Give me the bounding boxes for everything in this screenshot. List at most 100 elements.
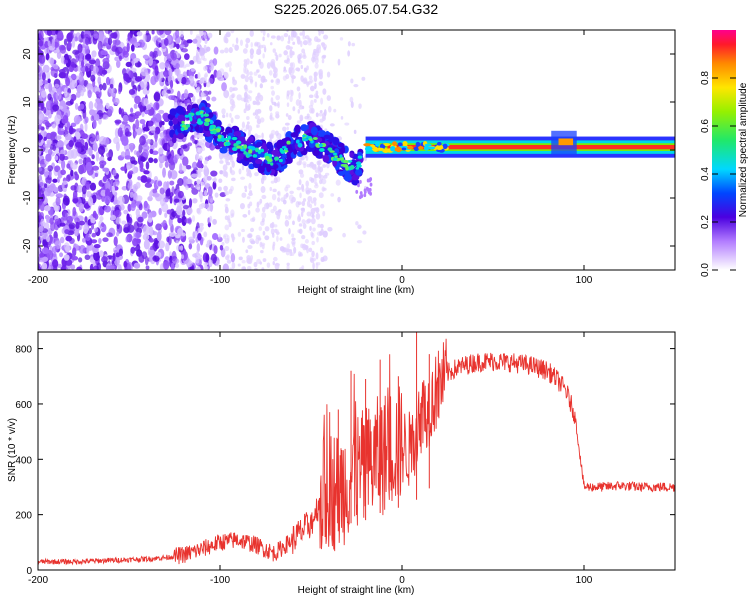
spec-faint-blob xyxy=(256,118,262,125)
spec-faint-blob xyxy=(315,262,319,270)
spec-faint-blob xyxy=(305,180,309,188)
spec-faint-blob xyxy=(302,40,308,46)
spec-faint-blob xyxy=(238,256,243,261)
spec-ridge-core xyxy=(247,154,253,157)
spec-faint-blob xyxy=(196,250,199,257)
spec-noise-blob xyxy=(81,185,87,195)
spec-ridge-core xyxy=(343,159,349,164)
spec-faint-blob xyxy=(228,46,233,54)
spec-faint-blob xyxy=(313,200,317,207)
spec-faint-blob xyxy=(286,30,289,33)
spec-noise-blob xyxy=(70,122,77,127)
spec-noise-blob xyxy=(133,150,138,155)
spec-faint-blob xyxy=(225,112,229,118)
spec-noise-blob xyxy=(179,163,183,173)
spec-noise-blob xyxy=(115,60,121,68)
spec-ridge-core xyxy=(248,149,253,154)
spec-faint-blob xyxy=(179,245,184,251)
spec-faint-blob xyxy=(196,43,201,47)
spec-faint-blob xyxy=(262,53,265,59)
spec-ridge-blob xyxy=(332,137,340,146)
spec-ridge-blob xyxy=(169,108,177,116)
spec-noise-blob xyxy=(52,259,59,269)
spec-noise-blob xyxy=(181,76,187,85)
spec-noise-blob xyxy=(151,30,155,35)
spec-noise-blob xyxy=(187,217,192,225)
spec-ridge-core xyxy=(297,142,303,148)
spec-ridge-core xyxy=(209,124,214,130)
spec-noise-blob xyxy=(171,211,177,218)
colorbar-tick-label: 0.4 xyxy=(700,167,711,181)
snr-axes: -200 -100 0 100 0 200 400 600 800 xyxy=(15,332,675,586)
spec-faint-blob xyxy=(224,47,229,54)
spec-faint-blob xyxy=(296,120,302,124)
spec-noise-blob xyxy=(133,262,141,269)
spec-faint-blob xyxy=(301,200,306,207)
snr-ytick-label: 600 xyxy=(15,400,32,411)
spec-ridge-blob xyxy=(276,140,283,150)
spec-noise-blob xyxy=(135,119,140,130)
spec-ridge-core xyxy=(319,147,325,152)
spec-noise-blob xyxy=(137,176,142,181)
spec-noise-blob xyxy=(177,190,184,199)
spec-noise-blob xyxy=(121,220,127,225)
spec-faint-blob xyxy=(303,244,307,250)
spec-noise-blob xyxy=(84,44,90,55)
spec-faint-blob xyxy=(278,53,282,58)
spec-noise-blob xyxy=(111,263,115,270)
spec-faint-blob xyxy=(242,48,248,54)
spec-faint-blob xyxy=(269,186,273,192)
spec-noise-blob xyxy=(142,126,150,132)
spec-faint-blob xyxy=(245,105,251,111)
spec-noise-blob xyxy=(158,109,165,114)
spec-faint-blob xyxy=(310,217,316,225)
spec-noise-blob xyxy=(70,58,77,68)
spec-faint-blob xyxy=(287,115,292,121)
spec-faint-blob xyxy=(260,30,264,34)
spec-noise-blob xyxy=(38,78,44,86)
spec-noise-blob xyxy=(107,37,113,46)
spec-noise-blob xyxy=(180,144,188,149)
spec-ridge-blob xyxy=(323,134,331,140)
spec-faint-blob xyxy=(322,88,327,95)
spec-faint-blob xyxy=(224,215,229,221)
spec-faint-blob xyxy=(269,60,275,68)
spec-faint-blob xyxy=(248,234,253,238)
spec-noise-blob xyxy=(129,191,134,198)
spec-noise-blob xyxy=(46,70,51,81)
spec-faint-blob xyxy=(302,223,307,230)
spec-faint-blob xyxy=(289,49,293,56)
spec-noise-blob xyxy=(208,90,212,95)
spec-noise-blob xyxy=(174,198,180,203)
spec-faint-blob xyxy=(181,165,187,172)
spec-faint-blob xyxy=(349,96,354,103)
spec-faint-blob xyxy=(181,232,186,237)
spec-band-blob xyxy=(436,141,442,146)
spec-faint-blob xyxy=(305,155,309,161)
spec-noise-blob xyxy=(66,163,71,169)
spec-noise-blob xyxy=(80,178,87,186)
spec-faint-blob xyxy=(330,193,335,197)
spec-faint-blob xyxy=(309,203,313,209)
spec-faint-blob xyxy=(257,74,262,79)
spec-faint-blob xyxy=(221,241,225,246)
spec-faint-blob xyxy=(339,37,344,41)
spec-faint-blob xyxy=(202,176,208,183)
spec-noise-blob xyxy=(177,227,184,237)
spec-noise-blob xyxy=(166,209,173,215)
spec-faint-blob xyxy=(268,70,273,76)
spec-faint-blob xyxy=(306,211,312,217)
spec-faint-blob xyxy=(254,81,258,88)
spec-ridge-blob xyxy=(257,165,265,174)
spec-ridge-core xyxy=(217,134,222,139)
spec-noise-blob xyxy=(89,256,95,264)
spec-faint-blob xyxy=(306,65,309,71)
spec-noise-blob xyxy=(78,202,84,213)
spec-faint-blob xyxy=(272,48,276,53)
spec-faint-blob xyxy=(274,228,278,233)
spec-faint-blob xyxy=(276,133,282,140)
spec-ridge-blob xyxy=(172,117,178,125)
spec-noise-blob xyxy=(70,162,78,170)
spec-noise-blob xyxy=(169,180,175,186)
spec-faint-blob xyxy=(285,250,290,256)
